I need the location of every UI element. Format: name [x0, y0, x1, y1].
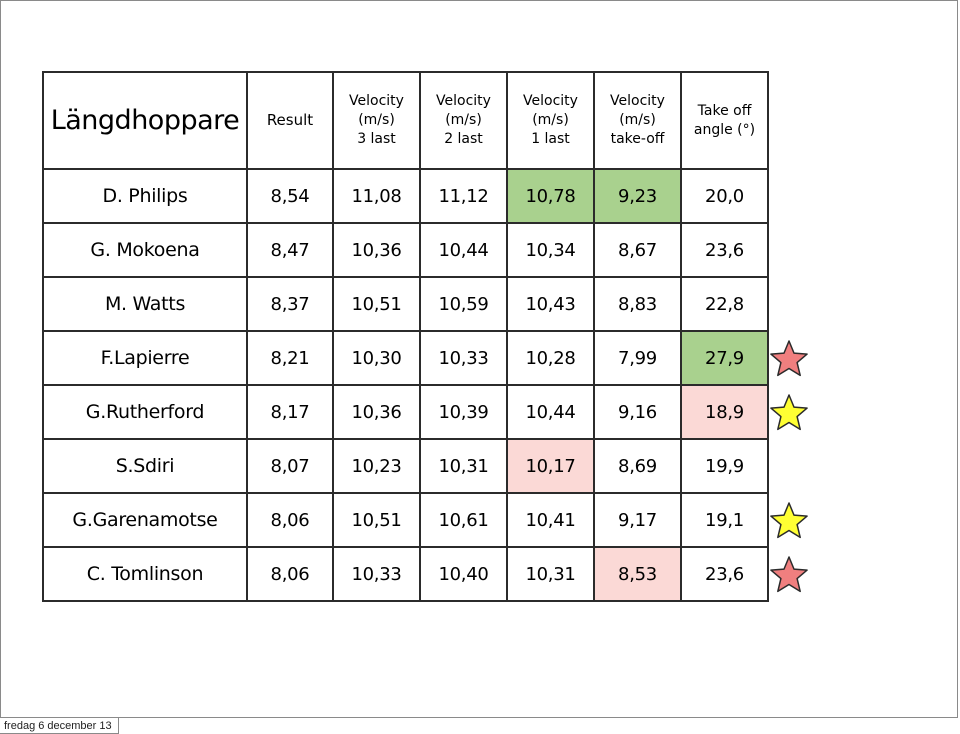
table-body: D. Philips 8,54 11,08 11,12 10,78 9,23 20,0 G. … — [42, 168, 769, 602]
value-cell: 8,06 — [246, 546, 334, 602]
value-cell: 11,12 — [419, 168, 508, 224]
header-line: Result — [266, 111, 314, 129]
value-cell: 10,40 — [419, 546, 508, 602]
athlete-name: G.Garenamotse — [42, 492, 248, 548]
header-line: (m/s) — [532, 112, 569, 128]
value-cell: 10,51 — [332, 492, 421, 548]
header-line: 3 last — [357, 131, 396, 147]
header-velocity-take-off: Velocity (m/s) take-off — [593, 71, 682, 170]
header-line: Velocity — [610, 93, 665, 109]
value-cell: 10,34 — [506, 222, 595, 278]
header-row: Längdhoppare Result Velocity (m/s) 3 last … — [42, 71, 769, 170]
value-cell: 8,67 — [593, 222, 682, 278]
header-line: (m/s) — [619, 112, 656, 128]
value-cell: 10,36 — [332, 384, 421, 440]
value-cell: 8,47 — [246, 222, 334, 278]
header-result: Result — [246, 71, 334, 170]
table-row: G. Mokoena 8,47 10,36 10,44 10,34 8,67 23,6 — [42, 222, 769, 278]
value-cell: 10,41 — [506, 492, 595, 548]
value-cell: 10,33 — [419, 330, 508, 386]
header-line: (m/s) — [445, 112, 482, 128]
value-cell: 20,0 — [680, 168, 769, 224]
value-cell: 9,16 — [593, 384, 682, 440]
slide-frame — [0, 0, 958, 718]
value-cell: 10,23 — [332, 438, 421, 494]
value-cell: 22,8 — [680, 276, 769, 332]
header-line: 1 last — [531, 131, 570, 147]
value-cell: 10,30 — [332, 330, 421, 386]
value-cell: 8,69 — [593, 438, 682, 494]
table-row: S.Sdiri 8,07 10,23 10,31 10,17 8,69 19,9 — [42, 438, 769, 494]
value-cell: 10,28 — [506, 330, 595, 386]
table-row: G.Garenamotse 8,06 10,51 10,61 10,41 9,17 19,1 — [42, 492, 769, 548]
value-cell: 10,44 — [419, 222, 508, 278]
table-row: M. Watts 8,37 10,51 10,59 10,43 8,83 22,8 — [42, 276, 769, 332]
value-cell: 8,53 — [593, 546, 682, 602]
header-line: Take off — [697, 102, 752, 119]
header-line: take-off — [610, 131, 665, 147]
table-row: D. Philips 8,54 11,08 11,12 10,78 9,23 20,0 — [42, 168, 769, 224]
value-cell: 10,36 — [332, 222, 421, 278]
header-line: angle (°) — [693, 121, 756, 138]
value-cell: 18,9 — [680, 384, 769, 440]
value-cell: 10,39 — [419, 384, 508, 440]
value-cell: 23,6 — [680, 222, 769, 278]
header-line: Velocity — [436, 93, 491, 109]
value-cell: 8,06 — [246, 492, 334, 548]
value-cell: 10,17 — [506, 438, 595, 494]
value-cell: 9,17 — [593, 492, 682, 548]
header-line: Velocity — [523, 93, 578, 109]
header-line: Velocity — [349, 93, 404, 109]
value-cell: 19,9 — [680, 438, 769, 494]
header-take-off-angle: Take off angle (°) — [680, 71, 769, 170]
athlete-name: C. Tomlinson — [42, 546, 248, 602]
athlete-name: S.Sdiri — [42, 438, 248, 494]
header-velocity-3-last: Velocity (m/s) 3 last — [332, 71, 421, 170]
header-line: (m/s) — [358, 112, 395, 128]
value-cell: 8,54 — [246, 168, 334, 224]
results-table: Längdhoppare Result Velocity (m/s) 3 last … — [42, 71, 769, 602]
value-cell: 10,31 — [419, 438, 508, 494]
table-row: F.Lapierre 8,21 10,30 10,33 10,28 7,99 27,9 — [42, 330, 769, 386]
value-cell: 10,78 — [506, 168, 595, 224]
value-cell: 8,17 — [246, 384, 334, 440]
value-cell: 7,99 — [593, 330, 682, 386]
value-cell: 10,43 — [506, 276, 595, 332]
value-cell: 10,31 — [506, 546, 595, 602]
value-cell: 10,59 — [419, 276, 508, 332]
value-cell: 27,9 — [680, 330, 769, 386]
athlete-name: D. Philips — [42, 168, 248, 224]
value-cell: 19,1 — [680, 492, 769, 548]
header-line: 2 last — [444, 131, 483, 147]
value-cell: 10,51 — [332, 276, 421, 332]
value-cell: 10,61 — [419, 492, 508, 548]
athlete-name: G. Mokoena — [42, 222, 248, 278]
table-title: Längdhoppare — [42, 71, 248, 170]
header-velocity-1-last: Velocity (m/s) 1 last — [506, 71, 595, 170]
athlete-name: G.Rutherford — [42, 384, 248, 440]
header-velocity-2-last: Velocity (m/s) 2 last — [419, 71, 508, 170]
athlete-name: M. Watts — [42, 276, 248, 332]
value-cell: 8,07 — [246, 438, 334, 494]
table-row: G.Rutherford 8,17 10,36 10,39 10,44 9,16 18,9 — [42, 384, 769, 440]
value-cell: 10,33 — [332, 546, 421, 602]
table-row: C. Tomlinson 8,06 10,33 10,40 10,31 8,53 23,6 — [42, 546, 769, 602]
value-cell: 8,83 — [593, 276, 682, 332]
footer-date-label: fredag 6 december 13 — [0, 718, 119, 734]
value-cell: 11,08 — [332, 168, 421, 224]
value-cell: 9,23 — [593, 168, 682, 224]
value-cell: 8,21 — [246, 330, 334, 386]
athlete-name: F.Lapierre — [42, 330, 248, 386]
value-cell: 23,6 — [680, 546, 769, 602]
value-cell: 8,37 — [246, 276, 334, 332]
footer-bar: fredag 6 december 13 — [0, 718, 960, 734]
value-cell: 10,44 — [506, 384, 595, 440]
